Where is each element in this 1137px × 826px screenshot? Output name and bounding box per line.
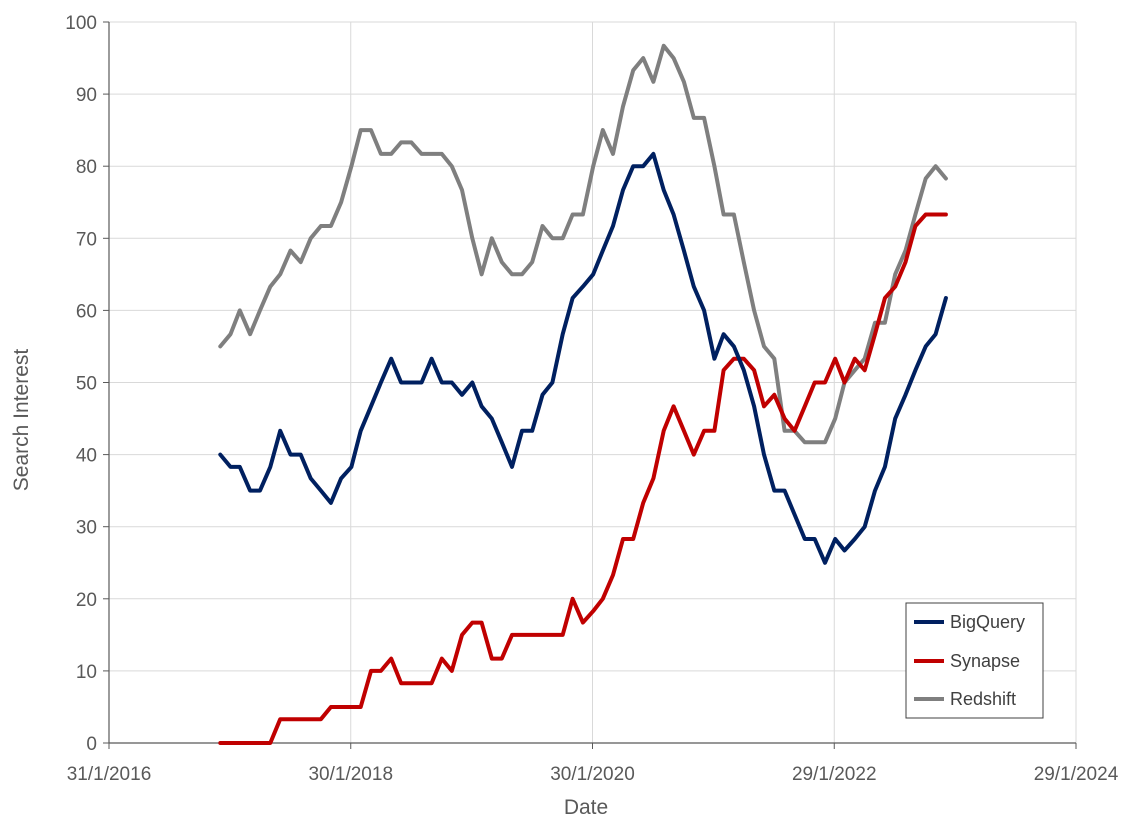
- gridlines: [109, 21, 1077, 743]
- series-lines: [218, 43, 948, 745]
- legend: BigQuery Synapse Redshift: [905, 602, 1044, 719]
- x-tick-label: 29/1/2024: [1034, 764, 1119, 785]
- y-tick-label: 40: [76, 446, 97, 467]
- y-tick-label: 60: [76, 301, 97, 322]
- series-line-synapse: [218, 212, 948, 745]
- y-tick-label: 80: [76, 157, 97, 178]
- y-tick-label: 90: [76, 85, 97, 106]
- y-axis-title: Search Interest: [10, 349, 33, 492]
- y-tick-label: 30: [76, 518, 97, 539]
- y-tick-label: 70: [76, 229, 97, 250]
- x-tick-label: 30/1/2020: [550, 764, 635, 785]
- y-tick-label: 50: [76, 374, 97, 395]
- tick-labels: 0 10 20 30 40 50 60 70 80 90 100 31/1/2016 30/1/2018…: [65, 13, 1118, 785]
- series-line-redshift: [218, 43, 948, 445]
- x-axis-title: Date: [564, 796, 608, 819]
- legend-label-synapse: Synapse: [950, 651, 1020, 671]
- x-tick-label: 29/1/2022: [792, 764, 877, 785]
- series-line-bigquery: [218, 151, 948, 565]
- x-tick-label: 30/1/2018: [308, 764, 393, 785]
- x-tick-label: 31/1/2016: [67, 764, 152, 785]
- y-tick-label: 0: [86, 734, 97, 755]
- y-tick-label: 20: [76, 590, 97, 611]
- legend-label-bigquery: BigQuery: [950, 612, 1025, 632]
- y-tick-label: 100: [65, 13, 97, 34]
- y-tick-label: 10: [76, 662, 97, 683]
- legend-label-redshift: Redshift: [950, 689, 1016, 709]
